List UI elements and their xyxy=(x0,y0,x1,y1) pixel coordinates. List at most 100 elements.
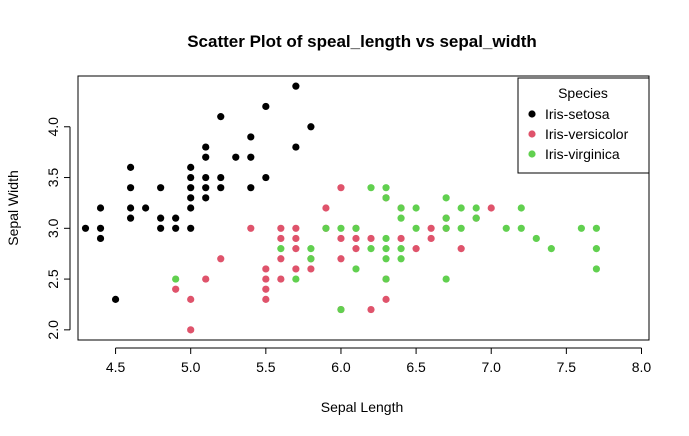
point-iris-virginica xyxy=(367,245,375,253)
point-iris-virginica xyxy=(367,184,375,192)
point-iris-virginica xyxy=(397,214,405,222)
point-iris-setosa xyxy=(187,184,195,192)
point-iris-setosa xyxy=(292,143,300,151)
point-iris-versicolor xyxy=(262,295,270,303)
point-iris-virginica xyxy=(382,234,390,243)
point-iris-virginica xyxy=(352,224,360,232)
point-iris-virginica xyxy=(472,214,480,222)
point-iris-virginica xyxy=(472,204,480,212)
y-tick-label: 2.5 xyxy=(45,269,61,289)
x-tick-label: 4.5 xyxy=(106,359,126,375)
point-iris-virginica xyxy=(517,204,525,212)
point-iris-setosa xyxy=(202,194,210,202)
point-iris-versicolor xyxy=(292,224,300,232)
point-iris-setosa xyxy=(217,173,225,182)
point-iris-virginica xyxy=(382,184,390,192)
point-iris-versicolor xyxy=(337,255,345,263)
point-iris-versicolor xyxy=(382,295,390,303)
point-iris-virginica xyxy=(382,255,390,263)
point-iris-virginica xyxy=(352,265,360,273)
point-iris-setosa xyxy=(172,224,180,232)
point-iris-versicolor xyxy=(337,184,345,192)
point-iris-setosa xyxy=(247,153,255,161)
point-iris-virginica xyxy=(442,214,450,222)
point-iris-versicolor xyxy=(352,245,360,253)
x-tick-label: 7.5 xyxy=(557,359,577,375)
point-iris-virginica xyxy=(592,245,601,253)
x-axis: 4.5 5.0 5.5 6.0 6.5 7.0 7.5 8.0 xyxy=(106,347,652,375)
legend-label-iris-setosa: Iris-setosa xyxy=(545,106,610,122)
point-iris-versicolor xyxy=(307,265,315,273)
point-iris-virginica xyxy=(172,275,180,283)
x-tick-label: 8.0 xyxy=(632,359,652,375)
point-iris-setosa xyxy=(111,295,120,303)
point-iris-setosa xyxy=(157,224,165,232)
point-iris-virginica xyxy=(337,305,345,314)
point-iris-versicolor xyxy=(262,265,270,273)
point-iris-versicolor xyxy=(457,245,465,253)
point-iris-versicolor xyxy=(292,234,300,243)
point-iris-setosa xyxy=(217,113,225,121)
point-iris-virginica xyxy=(442,194,450,202)
point-iris-versicolor xyxy=(277,224,285,232)
point-iris-versicolor xyxy=(247,224,255,232)
point-iris-versicolor xyxy=(412,245,420,253)
point-iris-setosa xyxy=(187,173,195,182)
point-iris-setosa xyxy=(187,204,195,212)
point-iris-virginica xyxy=(382,245,390,253)
point-iris-versicolor xyxy=(337,234,345,243)
point-iris-virginica xyxy=(457,204,465,212)
point-iris-setosa xyxy=(232,153,240,161)
point-iris-virginica xyxy=(382,194,390,202)
point-iris-versicolor xyxy=(292,265,300,273)
legend-label-iris-versicolor: Iris-versicolor xyxy=(545,126,629,142)
point-iris-versicolor xyxy=(487,204,495,212)
point-iris-setosa xyxy=(202,153,210,161)
point-iris-virginica xyxy=(382,275,390,283)
point-iris-setosa xyxy=(292,82,300,90)
point-iris-versicolor xyxy=(277,234,285,243)
point-iris-virginica xyxy=(292,275,300,283)
point-iris-virginica xyxy=(442,224,450,232)
x-tick-label: 7.0 xyxy=(481,359,501,375)
point-iris-virginica xyxy=(577,224,585,232)
legend-box xyxy=(517,77,650,174)
point-iris-setosa xyxy=(187,163,195,171)
point-iris-virginica xyxy=(547,245,555,253)
point-iris-setosa xyxy=(217,184,225,192)
plot-area-border xyxy=(77,75,650,341)
legend-title: Species xyxy=(558,85,608,101)
point-iris-versicolor xyxy=(187,326,195,334)
point-iris-setosa xyxy=(142,204,150,212)
point-iris-setosa xyxy=(262,102,270,111)
point-iris-virginica xyxy=(397,204,405,212)
point-iris-setosa xyxy=(126,184,135,192)
point-iris-versicolor xyxy=(187,295,195,303)
point-iris-setosa xyxy=(202,173,210,182)
point-iris-setosa xyxy=(157,184,165,192)
point-iris-setosa xyxy=(96,224,105,232)
point-iris-virginica xyxy=(307,245,315,253)
point-iris-setosa xyxy=(96,234,105,243)
point-iris-versicolor xyxy=(427,224,435,232)
point-iris-setosa xyxy=(202,184,210,192)
point-iris-setosa xyxy=(202,143,210,151)
x-tick-label: 6.5 xyxy=(406,359,426,375)
point-iris-virginica xyxy=(397,255,405,263)
legend-marker-iris-versicolor xyxy=(528,130,536,138)
y-axis-label: Sepal Width xyxy=(5,170,21,245)
point-iris-setosa xyxy=(126,204,135,212)
y-tick-label: 3.5 xyxy=(45,168,61,188)
point-iris-versicolor xyxy=(202,275,210,283)
point-iris-versicolor xyxy=(397,234,405,243)
point-iris-versicolor xyxy=(367,305,375,314)
chart-title: Scatter Plot of speal_length vs sepal_wi… xyxy=(187,32,537,51)
x-tick-label: 5.5 xyxy=(256,359,276,375)
point-iris-setosa xyxy=(187,224,195,232)
point-iris-setosa xyxy=(81,224,90,232)
point-iris-virginica xyxy=(337,224,345,232)
point-iris-setosa xyxy=(262,173,270,182)
point-iris-setosa xyxy=(247,184,255,192)
legend: Species Iris-setosa Iris-versicolor Iris-v… xyxy=(517,77,650,174)
